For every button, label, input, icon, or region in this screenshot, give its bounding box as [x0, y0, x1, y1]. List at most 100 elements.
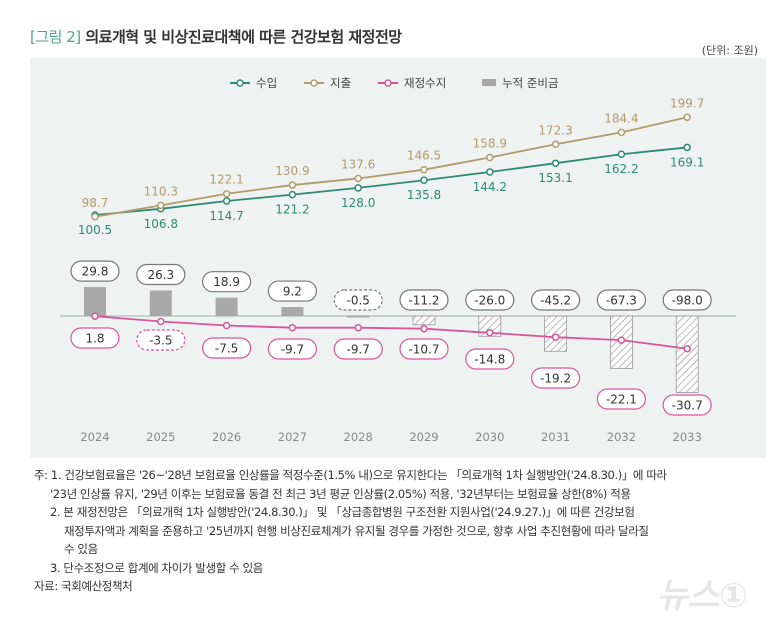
- chart: 수입 지출 재정수지 누적 준비금 100.5 106.8 114.7 121.2 128.0 1…: [30, 58, 766, 458]
- series-point-1-2025: [157, 201, 165, 210]
- series-point-2-2029: [420, 324, 428, 333]
- series-point-1-2032: [617, 128, 626, 137]
- reserve-label: -0.5: [346, 294, 369, 308]
- balance-label-box: [662, 394, 712, 416]
- chart-title: [그림 2] 의료개혁 및 비상진료대책에 따른 건강보험 재정전망: [30, 26, 402, 47]
- revenue-label: 162.2: [604, 162, 638, 176]
- revenue-label: 128.0: [341, 196, 375, 210]
- balance-label-box: [399, 338, 449, 360]
- reserve-label-box: [333, 289, 383, 311]
- revenue-label: 121.2: [275, 203, 309, 217]
- reserve-label: 9.2: [283, 285, 302, 299]
- reserve-label-box: [399, 289, 449, 311]
- series-point-2-2026: [222, 321, 231, 330]
- title-text: 의료개혁 및 비상진료대책에 따른 건강보험 재정전망: [85, 28, 402, 46]
- note-1a: 주: 1. 건강보험료율은 '26~'28년 보험료율 인상률을 적정수준(1.…: [34, 468, 667, 482]
- x-tick-label: 2027: [278, 430, 307, 444]
- x-tick-label: 2024: [80, 430, 109, 444]
- reserve-bar-2024: [84, 287, 106, 316]
- series-point-1-2029: [420, 165, 428, 174]
- balance-label: -10.7: [408, 343, 439, 357]
- series-point-0-2027: [288, 190, 297, 199]
- x-tick-label: 2026: [212, 430, 241, 444]
- x-tick-label: 2028: [344, 430, 373, 444]
- x-tick-label: 2030: [475, 430, 504, 444]
- reserve-bar-2025: [149, 290, 172, 316]
- series-point-1-2024: [91, 213, 99, 221]
- series-point-1-2031: [551, 140, 560, 149]
- series-point-2-2027: [288, 323, 297, 332]
- balance-label: -14.8: [474, 353, 505, 367]
- expense-label: 158.9: [473, 136, 507, 150]
- legend-marker-0: [236, 79, 244, 87]
- balance-label-box: [267, 338, 317, 360]
- series-line-0: [94, 146, 688, 216]
- balance-label: -30.7: [672, 399, 703, 413]
- reserve-bar-2029: [412, 315, 436, 326]
- reserve-label-box: [596, 289, 647, 311]
- reserve-label: 26.3: [147, 268, 174, 282]
- series-point-0-2032: [617, 150, 626, 158]
- series-point-0-2033: [683, 143, 691, 152]
- expense-label: 130.9: [275, 164, 309, 178]
- reserve-label-box: [267, 280, 317, 302]
- unit-label: (단위: 조원): [701, 44, 758, 57]
- expense-label: 98.7: [82, 196, 109, 210]
- revenue-label: 114.7: [209, 209, 243, 223]
- series-point-1-2027: [288, 181, 297, 189]
- balance-label-box: [596, 388, 647, 410]
- balance-label: 1.8: [85, 332, 104, 346]
- reserve-bar-2033: [675, 315, 699, 393]
- x-tick-label: 2029: [409, 430, 438, 444]
- source: 자료: 국회예산정책처: [34, 579, 133, 593]
- balance-label-box: [202, 337, 252, 359]
- x-tick-label: 2025: [146, 430, 175, 444]
- revenue-label: 169.1: [670, 155, 704, 169]
- series-point-1-2026: [222, 189, 231, 198]
- reserve-label: 18.9: [213, 275, 240, 289]
- revenue-label: 135.8: [407, 188, 441, 202]
- reserve-label: -26.0: [474, 294, 505, 308]
- legend-label-3: 누적 준비금: [502, 76, 559, 90]
- series-point-0-2026: [222, 197, 231, 205]
- series-point-1-2030: [486, 153, 494, 162]
- series-point-2-2025: [157, 317, 165, 326]
- reserve-bar-2026: [215, 297, 238, 316]
- watermark-logo: 뉴스①: [656, 576, 748, 616]
- revenue-label: 144.2: [473, 180, 507, 194]
- balance-label-box: [70, 327, 120, 349]
- series-point-2-2028: [354, 323, 362, 332]
- series-point-0-2030: [486, 168, 494, 176]
- series-point-0-2029: [420, 176, 428, 184]
- reserve-label-box: [136, 263, 186, 286]
- note-3: 3. 단수조정으로 합계에 차이가 발생할 수 있음: [50, 560, 263, 575]
- legend-label-1: 지출: [330, 76, 351, 90]
- expense-label: 184.4: [604, 111, 638, 125]
- legend-label-2: 재정수지: [404, 76, 446, 90]
- x-tick-label: 2031: [541, 430, 570, 444]
- revenue-label: 106.8: [144, 217, 178, 231]
- revenue-label: 153.1: [538, 171, 572, 185]
- note-2a: 2. 본 재정전망은 「의료개혁 1차 실행방안('24.8.30.)」 및 「…: [50, 505, 635, 519]
- reserve-label: 29.8: [82, 265, 109, 279]
- series-line-2: [94, 315, 688, 350]
- revenue-label: 100.5: [78, 223, 112, 237]
- series-point-2-2031: [551, 333, 560, 341]
- balance-label: -7.5: [215, 342, 238, 356]
- balance-label-box: [465, 348, 515, 370]
- reserve-label-box: [202, 271, 252, 293]
- reserve-label-box: [662, 289, 712, 311]
- series-point-0-2028: [354, 184, 362, 192]
- balance-label: -19.2: [540, 372, 571, 386]
- reserve-label-box: [465, 289, 515, 311]
- reserve-label: -45.2: [540, 294, 571, 308]
- series-point-1-2033: [683, 113, 691, 122]
- reserve-bar-2028: [346, 315, 370, 318]
- reserve-label-box: [531, 289, 581, 311]
- balance-label: -9.7: [346, 343, 369, 357]
- balance-label: -3.5: [149, 334, 172, 348]
- series-line-1: [94, 116, 688, 218]
- notes: 주: 1. 건강보험료율은 '26~'28년 보험료율 인상률을 적정수준(1.…: [34, 466, 667, 596]
- expense-label: 110.3: [144, 184, 178, 198]
- series-point-2-2030: [486, 329, 494, 337]
